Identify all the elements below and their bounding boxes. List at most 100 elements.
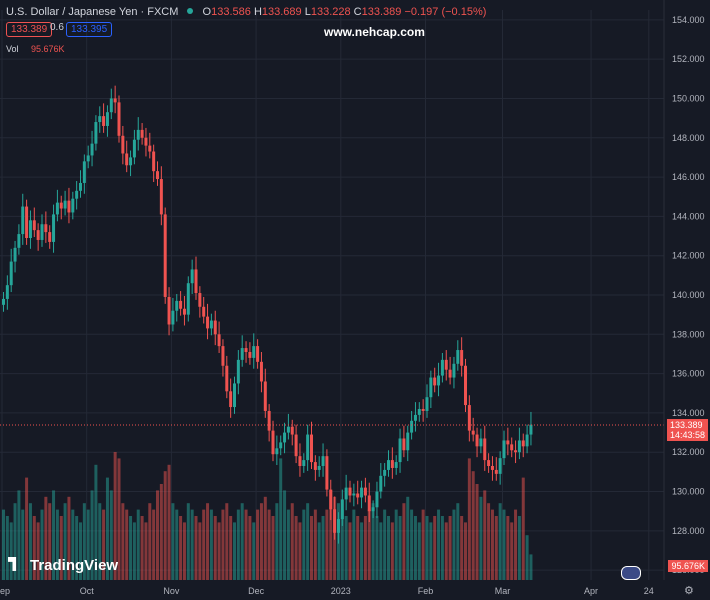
ohlc-readout: O133.586 H133.689 L133.228 C133.389 −0.1…	[202, 6, 487, 18]
volume-bar	[367, 509, 371, 580]
candle-body	[514, 450, 518, 453]
candle-body	[140, 129, 144, 138]
candle-body	[452, 363, 456, 378]
volume-bar	[425, 516, 429, 580]
y-tick-label: 140.000	[672, 290, 705, 300]
volume-bar	[275, 503, 279, 580]
volume-bar	[514, 509, 518, 580]
volume-bar	[163, 471, 167, 580]
candle-body	[190, 269, 194, 284]
volume-bar	[240, 503, 244, 580]
candle-body	[290, 426, 294, 435]
candle-body	[198, 293, 202, 307]
candle-body	[317, 466, 321, 470]
candle-body	[113, 98, 117, 103]
volume-bar	[375, 516, 379, 580]
candle-body	[217, 334, 221, 347]
candle-body	[79, 182, 82, 191]
candles	[2, 85, 533, 544]
volume-bar	[156, 490, 159, 580]
candle-body	[490, 466, 494, 470]
candle-body	[105, 112, 109, 126]
volume-bar	[529, 554, 533, 580]
volume-bar	[352, 509, 356, 580]
x-tick-label: Sep	[0, 586, 10, 596]
volume-bar	[36, 522, 40, 580]
candle-body	[148, 145, 152, 152]
candle-body	[236, 359, 240, 384]
volume-bar	[321, 516, 325, 580]
volume-bar	[394, 509, 398, 580]
volume-bar	[329, 490, 333, 580]
candle-body	[494, 469, 498, 474]
candle-body	[356, 493, 360, 498]
y-tick-label: 136.000	[672, 369, 705, 379]
y-tick-label: 150.000	[672, 93, 705, 103]
gear-icon[interactable]: ⚙	[684, 585, 694, 597]
volume-bar	[21, 509, 25, 580]
volume-bar	[63, 503, 67, 580]
candle-body	[186, 283, 190, 315]
x-tick-label: Apr	[584, 586, 598, 596]
candle-body	[98, 116, 102, 123]
candle-body	[352, 493, 356, 496]
watermark-text: www.nehcap.com	[324, 25, 425, 39]
candle-body	[294, 434, 298, 457]
candle-body	[109, 98, 113, 113]
volume-bar	[206, 503, 210, 580]
candle-body	[82, 161, 86, 183]
tradingview-logo[interactable]: TradingView	[8, 557, 118, 574]
volume-bar	[167, 464, 171, 580]
volume-bar	[248, 516, 252, 580]
volume-bar	[483, 490, 487, 580]
volume-bar	[102, 509, 106, 580]
volume-bar	[440, 516, 444, 580]
candle-body	[132, 139, 136, 158]
candle-body	[136, 129, 140, 140]
x-tick-label: Oct	[80, 586, 95, 596]
candle-body	[398, 438, 402, 463]
candle-body	[483, 438, 487, 461]
volume-bar	[402, 503, 406, 580]
candle-body	[102, 116, 106, 126]
candle-body	[421, 409, 425, 411]
candle-body	[202, 306, 206, 317]
candle-body	[425, 397, 429, 411]
candle-body	[456, 350, 460, 364]
sell-button[interactable]: 133.389	[6, 22, 53, 37]
volume-bar	[9, 522, 13, 580]
candle-body	[348, 487, 352, 496]
volume-bar	[179, 516, 183, 580]
flag-icon[interactable]	[621, 566, 641, 580]
volume-bar	[467, 458, 471, 580]
volume-bar	[2, 509, 5, 580]
candle-body	[144, 137, 148, 146]
volume-bar	[310, 516, 313, 580]
volume-bar	[363, 516, 367, 580]
x-tick-label: Feb	[418, 586, 434, 596]
volume-bar	[159, 484, 163, 580]
volume-bar	[487, 503, 491, 580]
buy-button[interactable]: 133.395	[66, 22, 113, 37]
volume-bar	[379, 522, 383, 580]
candle-body	[367, 495, 371, 512]
volume-bar	[525, 535, 529, 580]
volume-bar	[71, 509, 75, 580]
candle-body	[363, 487, 367, 496]
volume-bar	[479, 496, 483, 580]
candle-body	[529, 424, 533, 435]
volume-bar	[398, 516, 402, 580]
candle-body	[71, 198, 75, 213]
candle-body	[175, 300, 179, 311]
volume-bar	[98, 503, 102, 580]
volume-bar	[113, 452, 117, 580]
symbol-title[interactable]: U.S. Dollar / Japanese Yen · FXCM	[6, 6, 179, 18]
volume-bar	[5, 516, 9, 580]
volume-bar	[190, 509, 194, 580]
y-tick-label: 152.000	[672, 54, 705, 64]
candle-body	[444, 359, 448, 370]
volume-bar	[317, 522, 321, 580]
volume-bar	[294, 516, 298, 580]
candle-body	[182, 308, 186, 315]
